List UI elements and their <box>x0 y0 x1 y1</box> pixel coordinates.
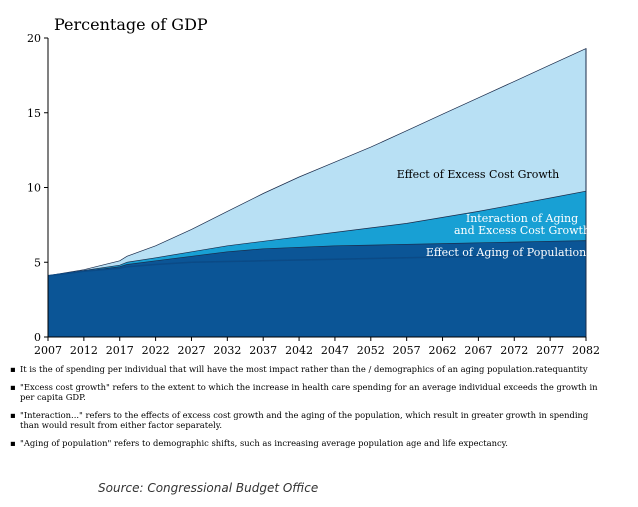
x-tick-label: 2072 <box>500 344 528 357</box>
footnote-text: "Excess cost growth" refers to the exten… <box>20 381 598 403</box>
x-tick-label: 2027 <box>177 344 205 357</box>
x-tick-label: 2032 <box>213 344 241 357</box>
footnotes: ▪ It is the of spending per individual t… <box>10 364 610 455</box>
y-axis-ticks: 0 5 10 15 20 <box>27 32 48 344</box>
source-note: Source: Congressional Budget Office <box>98 481 319 495</box>
footnote: ▪ "Interaction..." refers to the effects… <box>10 410 610 431</box>
chart-areas <box>47 47 587 338</box>
y-tick-label: 10 <box>27 182 41 195</box>
area-effect-of-aging-of-population <box>47 240 587 338</box>
chart: Percentage of GDP 2007 2012 2017 2022 2027 20… <box>27 15 600 357</box>
x-tick-label: 2077 <box>536 344 564 357</box>
footnote-text: "Aging of population" refers to demograp… <box>20 437 508 448</box>
label-interaction-line2: and Excess Cost Growth <box>454 224 590 237</box>
footnote-text: "Interaction..." refers to the effects o… <box>20 409 589 431</box>
y-tick-label: 20 <box>27 32 41 45</box>
x-tick-label: 2057 <box>393 344 421 357</box>
x-tick-label: 2047 <box>321 344 349 357</box>
chart-title: Percentage of GDP <box>54 15 208 34</box>
x-tick-label: 2022 <box>142 344 170 357</box>
x-tick-label: 2082 <box>572 344 600 357</box>
y-tick-label: 15 <box>27 107 41 120</box>
x-tick-label: 2037 <box>249 344 277 357</box>
bullet-icon: ▪ <box>10 437 16 448</box>
bullet-icon: ▪ <box>10 364 16 374</box>
baseline-line <box>47 253 587 277</box>
label-aging-of-population: Effect of Aging of Population <box>426 246 586 259</box>
x-tick-label: 2012 <box>70 344 98 357</box>
x-tick-label: 2052 <box>357 344 385 357</box>
y-tick-label: 0 <box>34 331 41 344</box>
footnote-text: It is the of spending per individual tha… <box>20 364 588 374</box>
bullet-icon: ▪ <box>10 381 16 392</box>
x-tick-label: 2067 <box>464 344 492 357</box>
y-tick-label: 5 <box>34 256 41 269</box>
label-interaction-line1: Interaction of Aging <box>466 212 578 225</box>
bullet-icon: ▪ <box>10 409 16 420</box>
label-excess-cost-growth: Effect of Excess Cost Growth <box>397 168 560 181</box>
x-axis-ticks: 2007 2012 2017 2022 2027 2032 2037 2042 2047 2052… <box>34 337 600 357</box>
x-tick-label: 2042 <box>285 344 313 357</box>
footnote: ▪ "Excess cost growth" refers to the ext… <box>10 382 610 403</box>
x-tick-label: 2007 <box>34 344 62 357</box>
x-tick-label: 2017 <box>106 344 134 357</box>
footnote: ▪ "Aging of population" refers to demogr… <box>10 438 610 449</box>
footnote: ▪ It is the of spending per individual t… <box>10 364 610 375</box>
x-tick-label: 2062 <box>429 344 457 357</box>
